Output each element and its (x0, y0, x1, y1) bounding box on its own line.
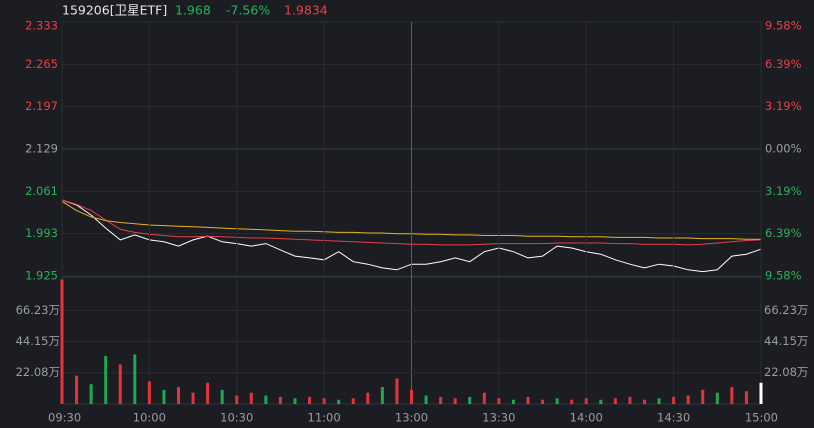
x-tick-label: 10:00 (133, 411, 166, 425)
price: 1.968 (175, 3, 211, 18)
code: 159206[卫星ETF] (62, 3, 167, 18)
x-tick-label: 14:00 (570, 411, 603, 425)
volume-bar (643, 399, 646, 404)
volume-bar (118, 364, 122, 404)
volume-bar (439, 396, 443, 404)
volume-bar (541, 399, 545, 404)
volume-bar (497, 398, 501, 404)
y2-tick-label: 66.23万 (764, 303, 808, 317)
volume-bar (278, 396, 282, 404)
volume-bar (104, 355, 108, 404)
y2-tick-label: 6.39% (765, 226, 802, 240)
y-tick-label: 1.925 (25, 269, 58, 283)
volume-bar (701, 389, 705, 404)
volume-bar (526, 396, 530, 404)
y-tick-label: 1.993 (25, 226, 58, 240)
y-tick-label: 22.08万 (16, 365, 60, 379)
y2-tick-label: 22.08万 (764, 365, 808, 379)
volume-bar (75, 375, 79, 404)
volume-bar (468, 396, 472, 404)
y-tick-label: 44.15万 (16, 334, 60, 348)
volume-bar (249, 392, 253, 404)
volume-bar (351, 398, 355, 404)
y2-tick-label: 9.58% (765, 269, 802, 283)
volume-bar (686, 395, 690, 404)
x-tick-label: 09:30 (48, 411, 81, 425)
volume-bar (162, 389, 166, 404)
volume-bar (308, 396, 312, 404)
avg-price: 1.9834 (284, 3, 328, 18)
y-tick-label: 2.265 (25, 57, 58, 71)
volume-bar (235, 395, 239, 404)
volume-bar (759, 382, 763, 404)
volume-bar (322, 398, 326, 404)
y2-tick-label: 44.15万 (764, 334, 808, 348)
volume-bar (366, 392, 370, 404)
volume-bar (206, 382, 210, 404)
volume-bar (177, 387, 180, 404)
volume-bar (220, 389, 224, 404)
y-tick-label: 2.129 (25, 142, 58, 156)
y2-tick-label: 0.00% (765, 142, 802, 156)
y-tick-label: 66.23万 (16, 303, 60, 317)
y2-tick-label: 3.19% (765, 99, 802, 113)
volume-bar (599, 399, 603, 404)
volume-bar (264, 395, 268, 404)
volume-bar (147, 381, 151, 404)
x-tick-label: 15:00 (745, 411, 778, 425)
volume-bar (744, 391, 748, 404)
y2-tick-label: 9.58% (765, 19, 802, 33)
volume-bar (380, 387, 384, 404)
volume-bar (628, 396, 632, 404)
volume-bar (715, 392, 719, 404)
y-tick-label: 2.197 (25, 99, 58, 113)
volume-bar (293, 398, 297, 404)
volume-bar (337, 399, 341, 404)
y2-tick-label: 6.39% (765, 57, 802, 71)
x-tick-label: 11:00 (308, 411, 341, 425)
volume-bar (410, 389, 413, 404)
change: -7.56% (226, 3, 270, 18)
volume-bar (570, 399, 574, 404)
volume-bar (584, 398, 588, 404)
volume-bar (453, 398, 457, 404)
volume-bar (657, 398, 661, 404)
y-tick-label: 2.061 (25, 184, 58, 198)
volume-bar (395, 378, 399, 404)
volume-bar (730, 387, 734, 404)
volume-bar (424, 395, 428, 404)
y-tick-label: 2.333 (25, 19, 58, 33)
volume-bar (672, 396, 676, 404)
y2-tick-label: 3.19% (765, 184, 802, 198)
volume-bar (511, 399, 515, 404)
volume-bar (60, 279, 64, 404)
x-tick-label: 14:30 (657, 411, 690, 425)
x-tick-label: 13:30 (482, 411, 515, 425)
volume-bar (133, 354, 137, 404)
x-tick-label: 10:30 (220, 411, 253, 425)
volume-bar (613, 398, 617, 404)
volume-bar (191, 392, 195, 404)
x-tick-label: 13:00 (395, 411, 428, 425)
volume-bar (482, 392, 486, 404)
volume-bar (555, 398, 559, 404)
volume-bar (89, 384, 93, 404)
